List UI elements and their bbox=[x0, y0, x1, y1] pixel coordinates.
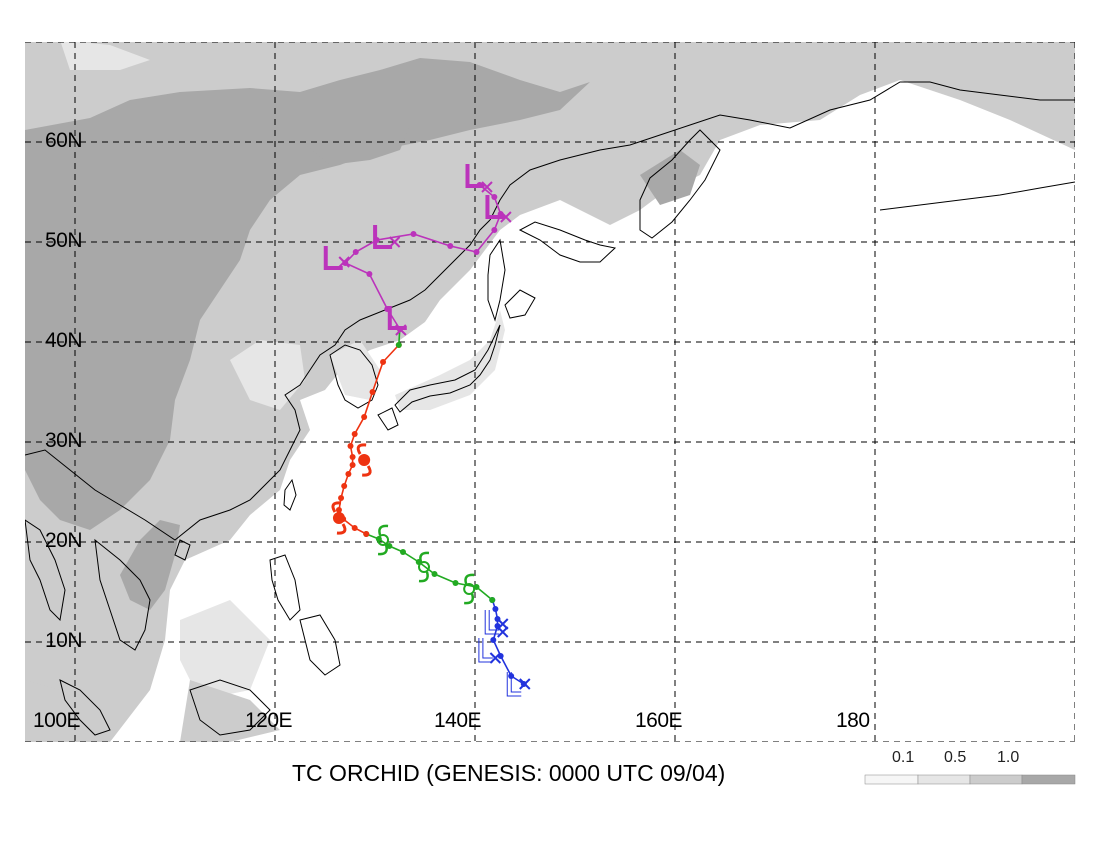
x-marker bbox=[489, 652, 502, 664]
low-symbol bbox=[506, 672, 522, 697]
track-point bbox=[395, 342, 402, 348]
legend-swatch-1 bbox=[864, 774, 919, 785]
lat-label-60n: 60N bbox=[45, 129, 83, 152]
track-point bbox=[361, 414, 368, 420]
track-point bbox=[491, 227, 498, 233]
track-point bbox=[351, 525, 358, 531]
track-point bbox=[349, 454, 356, 460]
track-point bbox=[363, 531, 370, 537]
typhoon-symbol bbox=[463, 573, 476, 605]
x-marker bbox=[338, 256, 350, 268]
map-title: TC ORCHID (GENESIS: 0000 UTC 09/04) bbox=[292, 760, 726, 786]
track-point bbox=[452, 580, 459, 586]
track-point bbox=[341, 483, 348, 489]
legend-swatch-2 bbox=[917, 774, 971, 785]
lon-label-180: 180 bbox=[836, 709, 870, 732]
lon-label-160e: 160E bbox=[635, 709, 683, 732]
track-point bbox=[369, 389, 376, 395]
legend-value-1: 0.1 bbox=[892, 749, 915, 766]
low-symbol bbox=[465, 164, 485, 188]
track-point bbox=[349, 462, 356, 468]
x-marker bbox=[497, 626, 509, 638]
track-point bbox=[400, 549, 406, 555]
track-point bbox=[447, 243, 454, 249]
legend-value-3: 1.0 bbox=[997, 749, 1020, 766]
low-symbol bbox=[485, 195, 505, 219]
legend-value-2: 0.5 bbox=[944, 749, 967, 766]
terrain-shading bbox=[25, 42, 1075, 742]
track-point bbox=[431, 571, 438, 577]
track-point bbox=[347, 443, 354, 449]
low-symbol bbox=[484, 610, 500, 635]
track-point bbox=[473, 249, 480, 255]
track-point bbox=[352, 249, 359, 255]
storm-track bbox=[323, 164, 531, 697]
legend-colorbar bbox=[864, 774, 1076, 785]
track-point bbox=[490, 637, 497, 643]
typhoon-symbol bbox=[356, 443, 372, 477]
lon-label-100e: 100E bbox=[33, 709, 81, 732]
typhoon-symbol bbox=[377, 524, 390, 556]
x-marker bbox=[500, 211, 512, 223]
low-symbol bbox=[478, 638, 493, 663]
lat-label-10n: 10N bbox=[45, 629, 83, 652]
track-point bbox=[366, 271, 373, 277]
graticule bbox=[25, 42, 1075, 742]
typhoon-symbol bbox=[331, 501, 347, 535]
low-symbol bbox=[387, 306, 407, 330]
lat-label-50n: 50N bbox=[45, 229, 83, 252]
low-symbol bbox=[323, 246, 343, 270]
track-point bbox=[492, 606, 499, 612]
track-point bbox=[491, 194, 498, 200]
track-point bbox=[380, 359, 387, 365]
track-point bbox=[345, 471, 352, 477]
x-marker bbox=[519, 678, 531, 690]
typhoon-symbol bbox=[418, 551, 430, 583]
track-point bbox=[335, 507, 342, 513]
lon-label-120e: 120E bbox=[245, 709, 293, 732]
track-point bbox=[410, 231, 417, 237]
low-symbol bbox=[373, 225, 393, 249]
legend-swatch-3 bbox=[969, 774, 1023, 785]
track-point bbox=[351, 431, 358, 437]
lat-label-20n: 20N bbox=[45, 529, 83, 552]
lat-label-30n: 30N bbox=[45, 429, 83, 452]
track-point bbox=[489, 597, 496, 603]
track-point bbox=[338, 495, 345, 501]
lat-label-40n: 40N bbox=[45, 329, 83, 352]
x-marker bbox=[481, 181, 493, 193]
legend-swatch-4 bbox=[1021, 774, 1076, 785]
lon-label-140e: 140E bbox=[434, 709, 482, 732]
